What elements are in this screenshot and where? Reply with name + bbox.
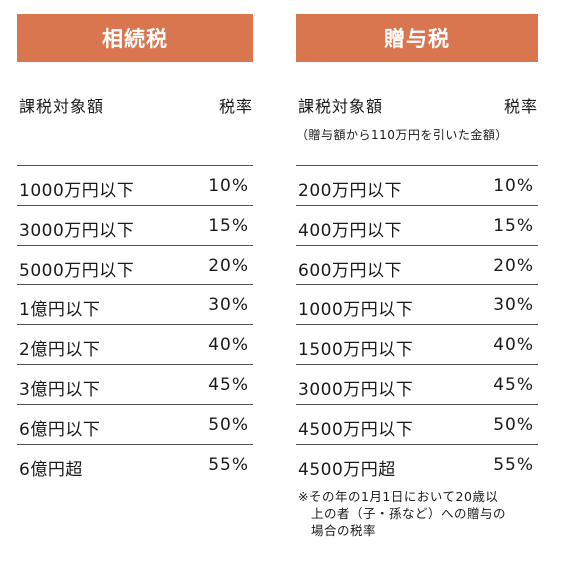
rate-cell: 45% xyxy=(493,374,534,395)
inheritance-table: 1000万円以下 10% 3000万円以下 15% 5000万円以下 20% 1億円以… xyxy=(17,165,253,483)
rate-cell: 15% xyxy=(493,215,534,236)
amount-cell: 3000万円以下 xyxy=(19,220,135,241)
amount-cell: 1500万円以下 xyxy=(298,340,414,361)
inheritance-col-amount: 課税対象額 xyxy=(19,97,105,116)
rate-cell: 10% xyxy=(208,176,249,196)
table-row: 600万円以下 20% xyxy=(296,244,538,285)
rate-cell: 40% xyxy=(493,335,534,356)
gift-tax-title: 贈与税 xyxy=(296,14,538,62)
amount-cell: 600万円以下 xyxy=(298,260,402,281)
amount-cell: 400万円以下 xyxy=(298,220,402,241)
rate-cell: 45% xyxy=(208,374,249,395)
rate-cell: 20% xyxy=(208,255,249,276)
amount-cell: 6億円超 xyxy=(19,459,83,480)
table-row: 1億円以下 30% xyxy=(17,284,253,324)
rate-cell: 15% xyxy=(208,215,249,236)
gift-subnote: （贈与額から110万円を引いた金額） xyxy=(296,128,508,142)
amount-cell: 5000万円以下 xyxy=(19,260,135,281)
footnote-line: ※その年の1月1日において20歳以 xyxy=(298,489,499,504)
rate-cell: 20% xyxy=(493,255,534,276)
amount-cell: 1億円以下 xyxy=(19,300,101,321)
table-row: 200万円以下 10% xyxy=(296,165,538,205)
table-row: 3000万円以下 45% xyxy=(296,363,538,404)
table-row: 1000万円以下 10% xyxy=(17,165,253,205)
gift-col-amount: 課税対象額 xyxy=(298,97,384,116)
table-row: 400万円以下 15% xyxy=(296,204,538,245)
rate-cell: 40% xyxy=(208,335,249,356)
amount-cell: 2億円以下 xyxy=(19,340,101,361)
amount-cell: 6億円以下 xyxy=(19,419,101,440)
table-row: 2億円以下 40% xyxy=(17,324,253,364)
amount-cell: 4500万円以下 xyxy=(298,419,414,440)
table-row: 3億円以下 45% xyxy=(17,363,253,404)
gift-tax-panel: 贈与税 課税対象額 税率 （贈与額から110万円を引いた金額） 200万円以下 1… xyxy=(296,14,538,480)
inheritance-header-row: 課税対象額 税率 xyxy=(17,93,253,117)
rate-cell: 55% xyxy=(493,454,534,475)
amount-cell: 1000万円以下 xyxy=(298,300,414,321)
rate-cell: 55% xyxy=(208,454,249,475)
table-row: 3000万円以下 15% xyxy=(17,204,253,245)
table-row: 4500万円超 55% xyxy=(296,443,538,484)
rate-cell: 30% xyxy=(493,295,534,316)
footnote-line: 上の者（子・孫など）への贈与の xyxy=(311,506,507,521)
table-row: 5000万円以下 20% xyxy=(17,244,253,285)
inheritance-tax-title: 相続税 xyxy=(17,14,253,62)
amount-cell: 1000万円以下 xyxy=(19,181,135,201)
rate-cell: 50% xyxy=(493,414,534,435)
amount-cell: 4500万円超 xyxy=(298,459,396,480)
gift-table: 200万円以下 10% 400万円以下 15% 600万円以下 20% 1000万円以… xyxy=(296,165,538,483)
inheritance-col-rate: 税率 xyxy=(218,97,253,116)
rate-cell: 50% xyxy=(208,414,249,435)
table-row: 4500万円以下 50% xyxy=(296,403,538,444)
table-row: 6億円超 55% xyxy=(17,443,253,484)
inheritance-tax-panel: 相続税 課税対象額 税率 1000万円以下 10% 3000万円以下 15% 500… xyxy=(17,14,253,480)
footnote-line: 場合の税率 xyxy=(311,523,377,538)
rate-cell: 30% xyxy=(208,295,249,316)
table-row: 1000万円以下 30% xyxy=(296,284,538,324)
amount-cell: 200万円以下 xyxy=(298,181,402,201)
gift-col-rate: 税率 xyxy=(503,97,538,116)
gift-footnote: ※その年の1月1日において20歳以 上の者（子・孫など）への贈与の 場合の税率 xyxy=(298,488,548,539)
amount-cell: 3000万円以下 xyxy=(298,379,414,400)
rate-cell: 10% xyxy=(493,176,534,196)
table-row: 1500万円以下 40% xyxy=(296,324,538,364)
table-row: 6億円以下 50% xyxy=(17,403,253,444)
amount-cell: 3億円以下 xyxy=(19,379,101,400)
gift-header-row: 課税対象額 税率 xyxy=(296,93,538,117)
